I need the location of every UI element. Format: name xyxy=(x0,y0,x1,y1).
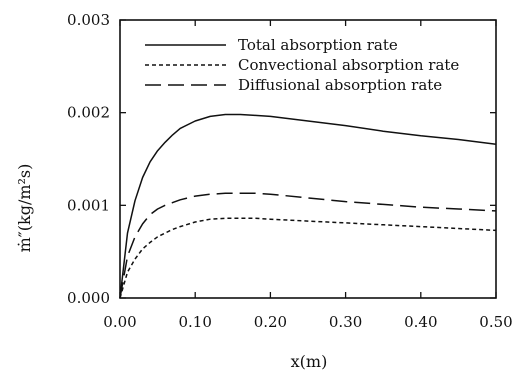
legend: Total absorption rate Convectional absorp… xyxy=(145,36,459,94)
x-tick-label: 0.50 xyxy=(479,313,512,331)
x-tick-label: 0.40 xyxy=(404,313,437,331)
y-tick-label: 0.002 xyxy=(67,104,110,122)
x-axis-title: x(m) xyxy=(291,352,328,371)
y-tick-label: 0.000 xyxy=(67,289,110,307)
y-axis-title: ṁ″(kg/m²s) xyxy=(15,164,34,253)
data-series xyxy=(119,113,497,299)
legend-label-2: Convectional absorption rate xyxy=(238,56,459,74)
x-tick-label: 0.10 xyxy=(178,313,211,331)
series-line-1 xyxy=(119,113,497,299)
legend-label-3: Diffusional absorption rate xyxy=(238,76,442,94)
x-tick-label: 0.20 xyxy=(254,313,287,331)
ticks: 0.00 0.10 0.20 0.30 0.40 0.50 0.000 0.001 0.002 0… xyxy=(67,11,513,331)
y-tick-label: 0.001 xyxy=(67,196,110,214)
plot-frame xyxy=(119,19,497,299)
axes xyxy=(119,19,497,299)
y-tick-label: 0.003 xyxy=(67,11,110,29)
series-line-3 xyxy=(119,192,497,299)
legend-label-1: Total absorption rate xyxy=(238,36,398,54)
x-tick-label: 0.30 xyxy=(329,313,362,331)
x-tick-label: 0.00 xyxy=(103,313,136,331)
series-line-2 xyxy=(119,217,497,299)
